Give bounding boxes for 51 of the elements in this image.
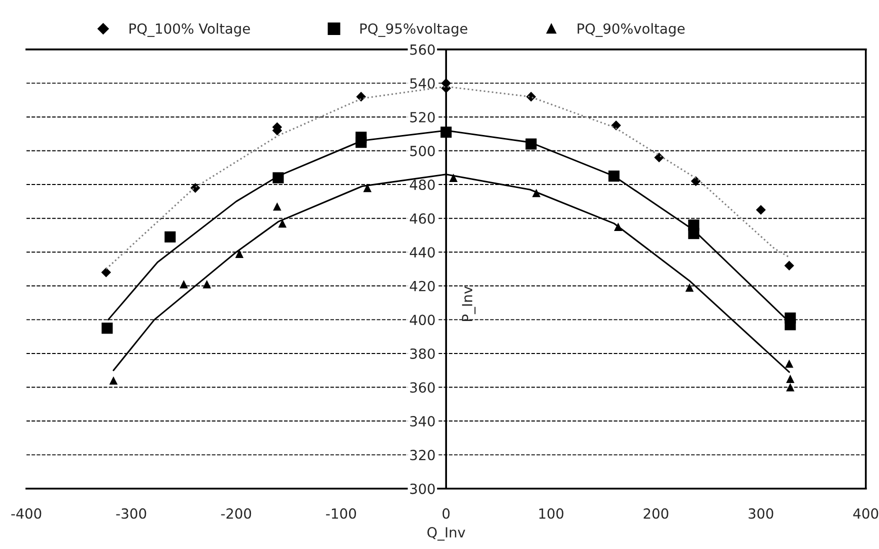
legend-label: PQ_100% Voltage bbox=[130, 23, 250, 37]
x-tick-label: 300 bbox=[748, 508, 774, 519]
point bbox=[526, 92, 536, 102]
legend-label: PQ_95%voltage bbox=[360, 23, 468, 37]
y-tick-label: 480 bbox=[410, 180, 435, 190]
point bbox=[101, 267, 112, 278]
y-tick-label: 340 bbox=[410, 416, 435, 427]
y-tick-label: 400 bbox=[410, 314, 435, 326]
x-tick-label: -300 bbox=[116, 508, 146, 519]
y-tick-label: 500 bbox=[410, 146, 435, 156]
y-tick-label: 320 bbox=[410, 450, 435, 460]
y-tick-label: 440 bbox=[410, 247, 435, 258]
point bbox=[272, 202, 282, 211]
point bbox=[272, 172, 284, 184]
point bbox=[611, 120, 621, 130]
y-axis-title: P_Inv bbox=[462, 286, 476, 322]
y-tick-label: 540 bbox=[410, 78, 435, 89]
point bbox=[784, 260, 794, 271]
point bbox=[164, 231, 176, 242]
point bbox=[786, 374, 794, 383]
x-tick-label: 0 bbox=[442, 508, 450, 519]
point bbox=[109, 376, 118, 385]
point bbox=[784, 312, 796, 324]
x-axis-title: Q_Inv bbox=[427, 527, 466, 541]
x-tick-label: 100 bbox=[539, 508, 564, 519]
point bbox=[180, 280, 188, 288]
y-tick-label: 360 bbox=[410, 382, 435, 393]
point bbox=[685, 283, 694, 292]
y-tick-label: 300 bbox=[410, 484, 435, 494]
point bbox=[785, 359, 794, 368]
y-tick-label: 560 bbox=[410, 44, 435, 55]
y-tick-label: 460 bbox=[410, 213, 435, 224]
x-tick-label: 400 bbox=[853, 508, 878, 519]
point bbox=[102, 322, 113, 334]
point bbox=[654, 152, 664, 162]
point bbox=[278, 219, 287, 228]
x-tick-label: -400 bbox=[11, 508, 42, 519]
point bbox=[190, 183, 200, 193]
legend-label: PQ_90%voltage bbox=[578, 23, 685, 37]
point bbox=[688, 220, 700, 231]
x-tick-label: 200 bbox=[644, 508, 668, 519]
y-tick-label: 420 bbox=[410, 280, 435, 292]
point bbox=[756, 204, 766, 215]
point bbox=[202, 280, 212, 288]
point bbox=[356, 92, 366, 102]
y-tick-label: 380 bbox=[410, 348, 435, 359]
y-tick-label: 520 bbox=[410, 112, 435, 122]
point bbox=[786, 383, 794, 392]
x-tick-label: -200 bbox=[221, 508, 252, 519]
x-tick-label: -100 bbox=[326, 508, 356, 519]
point bbox=[235, 250, 244, 258]
